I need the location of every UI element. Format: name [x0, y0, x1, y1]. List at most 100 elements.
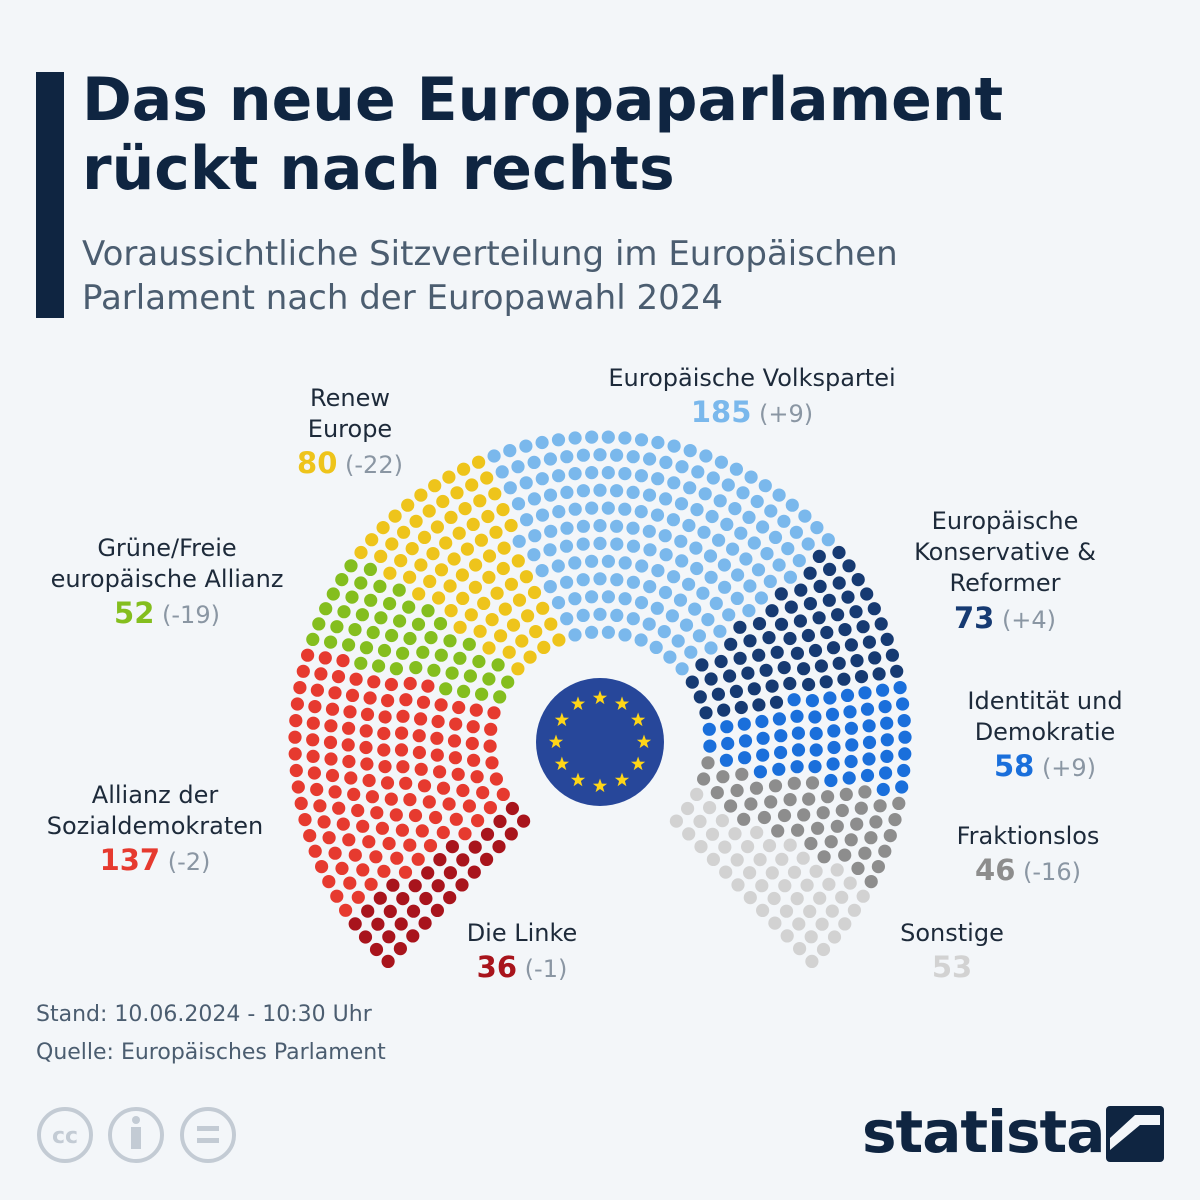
seat [826, 641, 841, 655]
seat [704, 672, 718, 686]
seat [650, 601, 664, 615]
seat [862, 719, 876, 733]
seat [289, 763, 303, 778]
seat [830, 819, 844, 833]
seat [717, 558, 732, 572]
seat [816, 806, 830, 820]
seat [871, 860, 886, 874]
seat [414, 558, 428, 572]
seat [835, 890, 849, 904]
seat [844, 721, 859, 735]
seat [675, 662, 689, 676]
seat [482, 672, 496, 686]
seat [774, 745, 788, 760]
seat [469, 558, 483, 572]
seat [593, 483, 607, 497]
seat [421, 679, 435, 693]
star [592, 778, 608, 793]
party-name: Fraktionslos [956, 822, 1100, 850]
seat [363, 691, 377, 705]
star [631, 712, 646, 727]
seat [811, 821, 825, 835]
seat [294, 796, 308, 811]
seat [774, 729, 788, 743]
seat [443, 634, 457, 648]
seat [331, 670, 346, 684]
seat [330, 889, 344, 903]
seat [313, 799, 327, 813]
seat [601, 625, 616, 639]
seat [802, 677, 816, 692]
seat [442, 470, 456, 484]
seat [503, 444, 517, 458]
seat [843, 876, 857, 890]
seat [815, 917, 829, 931]
seat [809, 864, 823, 878]
seat-count: 58 [993, 749, 1035, 784]
seat [348, 848, 362, 862]
seat [328, 846, 342, 860]
seat [783, 570, 798, 584]
seat [377, 743, 391, 757]
seat [753, 765, 768, 779]
seat [601, 590, 616, 604]
seat [445, 666, 459, 680]
seat [791, 823, 805, 837]
seat [665, 609, 680, 623]
seat [868, 651, 882, 665]
seat [552, 505, 566, 519]
seat [792, 917, 806, 931]
seat [585, 466, 599, 480]
seat [504, 577, 518, 591]
seat [704, 570, 718, 584]
seat [511, 662, 525, 676]
seat [343, 876, 357, 890]
seat [394, 917, 408, 931]
seat [878, 700, 892, 714]
seat [758, 479, 772, 493]
seat [593, 536, 607, 551]
seat [308, 700, 322, 714]
seat [735, 767, 749, 781]
seat [800, 878, 814, 892]
seat [363, 562, 377, 577]
seat [415, 824, 429, 838]
seat [796, 851, 810, 865]
seat [713, 624, 727, 638]
seat [797, 662, 811, 676]
seat [491, 658, 505, 672]
seat [481, 509, 495, 524]
seat [821, 790, 835, 804]
eu-stars [548, 690, 652, 793]
seat [424, 631, 438, 645]
seat [856, 620, 870, 634]
svg-text:cc: cc [52, 1124, 78, 1149]
seat [312, 617, 326, 631]
seat [718, 840, 732, 854]
seat [483, 801, 497, 815]
seat [715, 814, 730, 828]
seat [764, 795, 778, 809]
seat [817, 850, 831, 864]
seat [519, 476, 533, 490]
seat [344, 771, 358, 785]
seat [371, 917, 385, 931]
seat [421, 604, 435, 618]
seat [771, 824, 785, 838]
seat [634, 469, 649, 483]
legend-label: Sonstige 53 [852, 918, 1052, 987]
seat [560, 575, 574, 589]
seat [342, 754, 356, 769]
seat [519, 570, 534, 584]
seat [743, 634, 757, 648]
seat [775, 852, 789, 866]
seat-count: 53 [931, 950, 973, 985]
seat [699, 449, 713, 463]
seat [480, 827, 495, 841]
value-line: 52 (-19) [30, 595, 305, 633]
seat [576, 608, 590, 623]
seat [876, 683, 890, 697]
seat [750, 825, 764, 840]
seat [657, 625, 671, 639]
seat [824, 835, 838, 849]
